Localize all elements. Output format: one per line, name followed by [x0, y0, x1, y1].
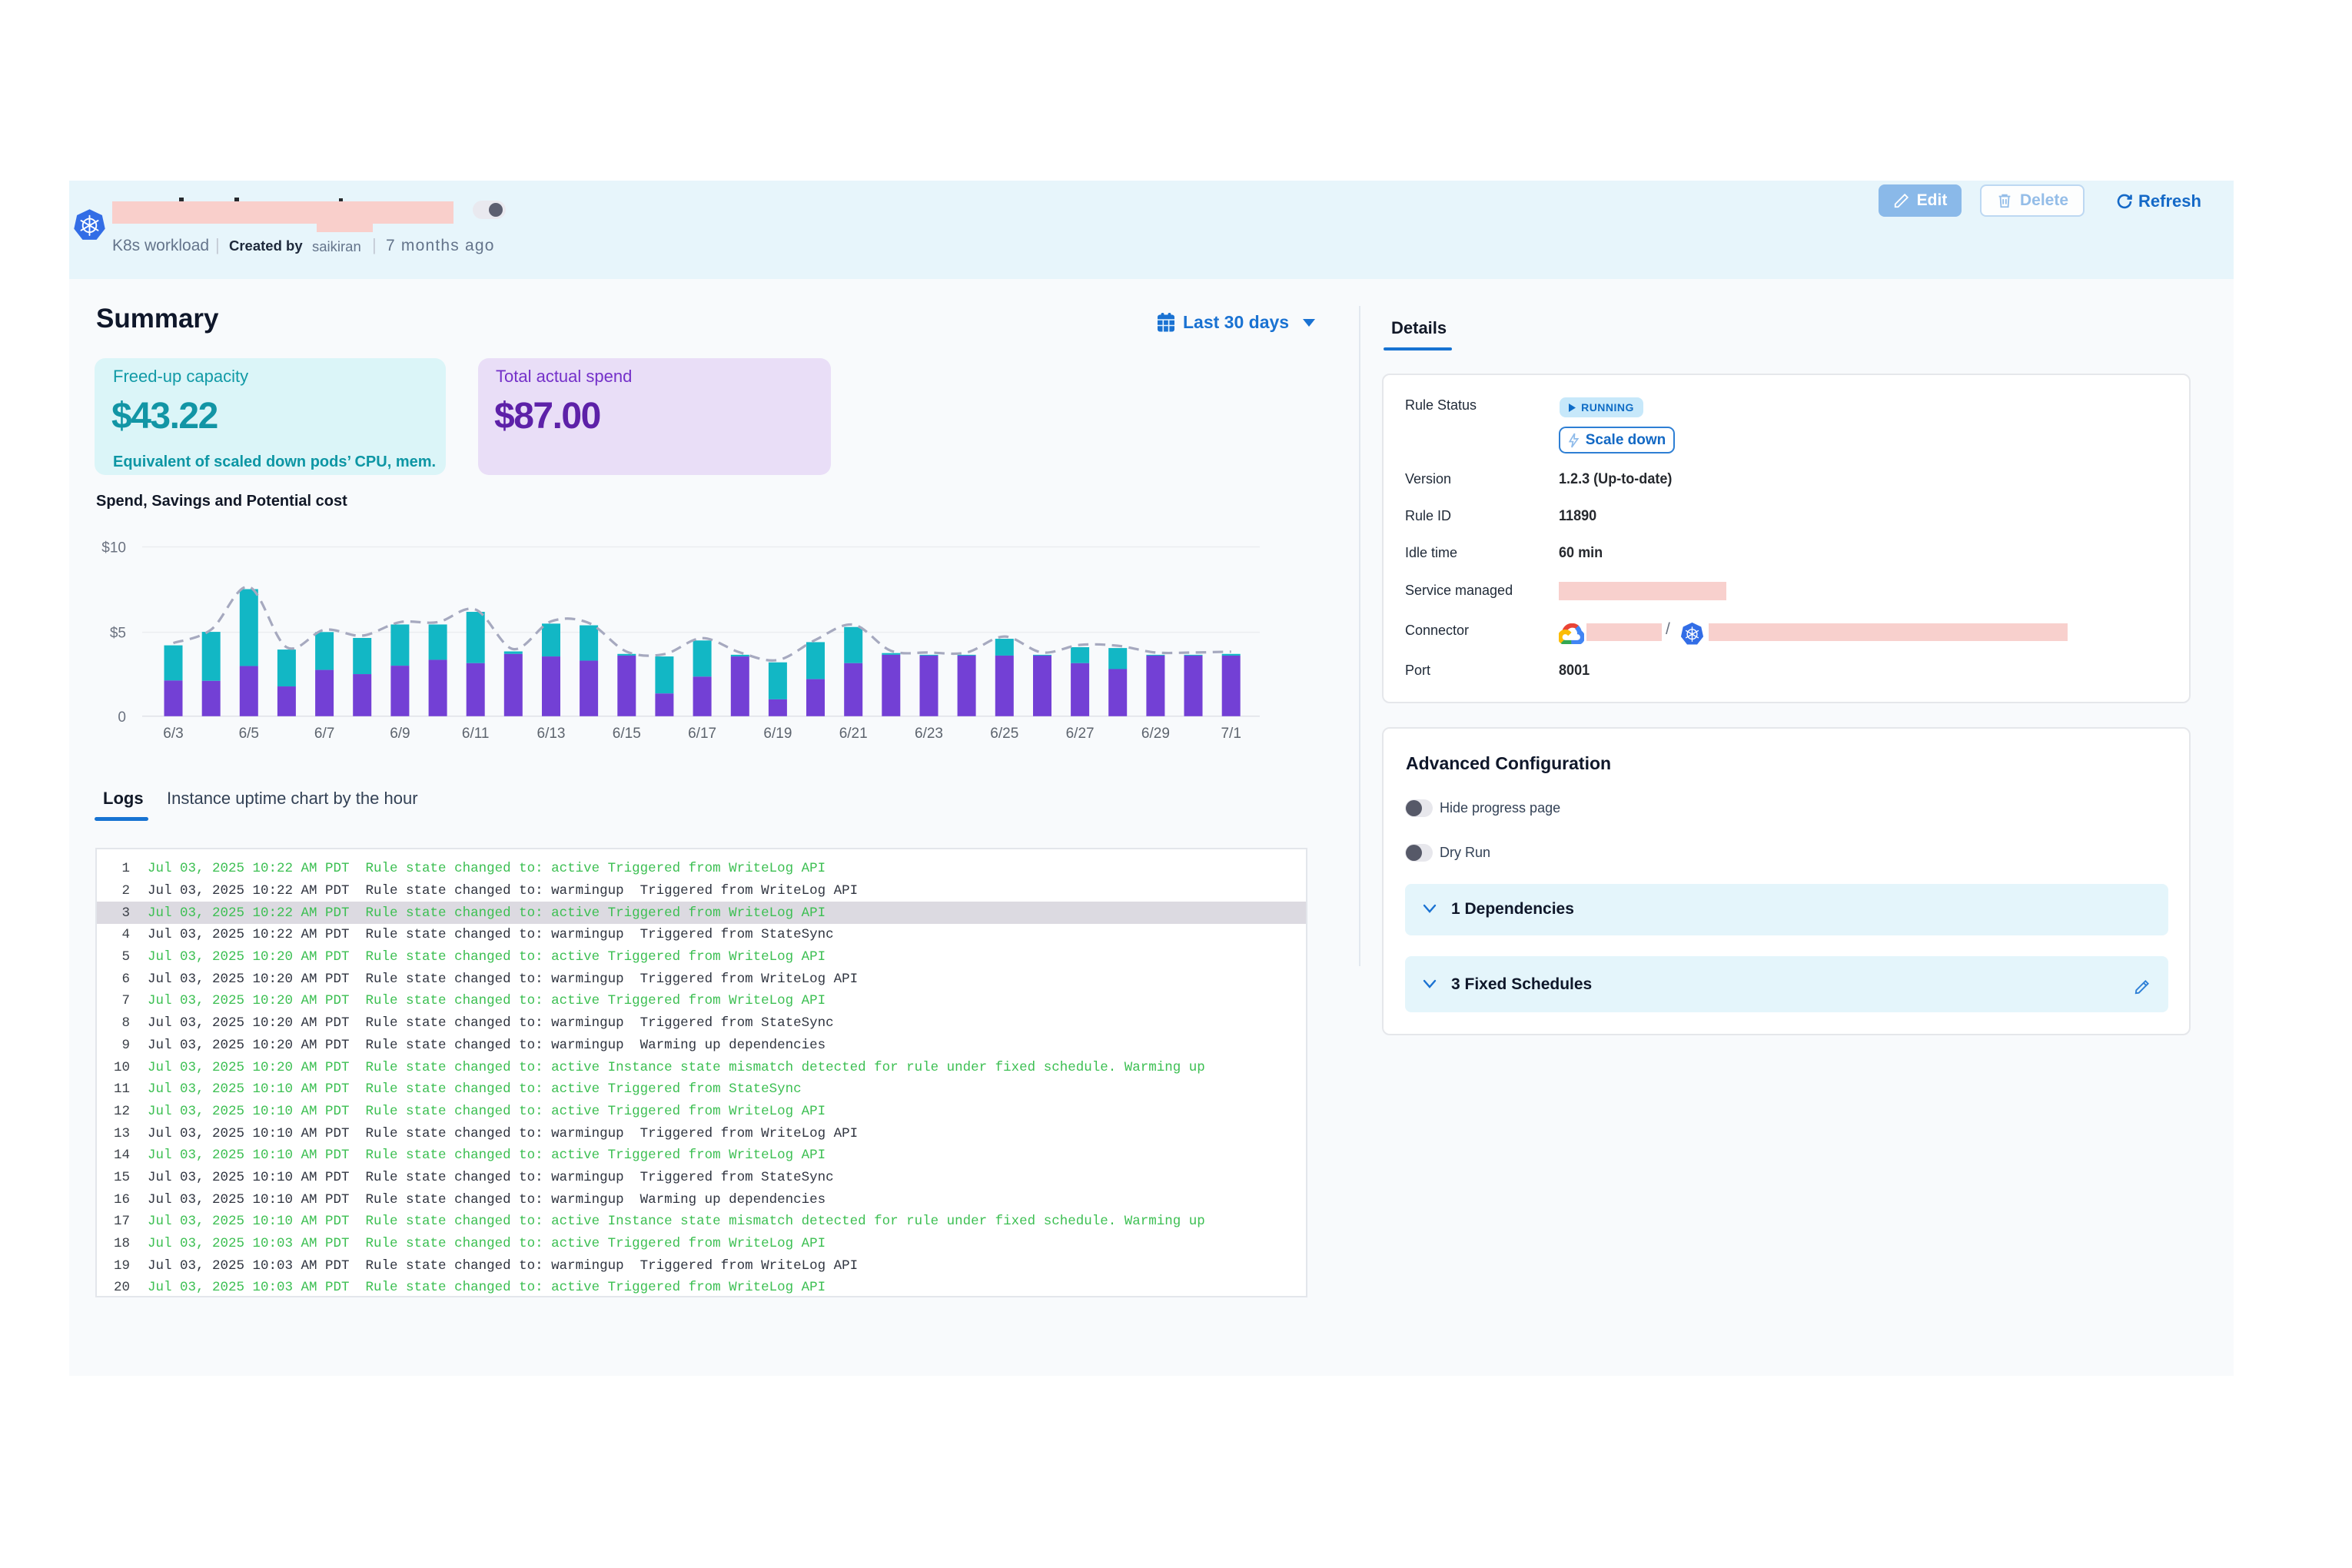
- svg-text:$5: $5: [110, 626, 126, 642]
- svg-text:6/3: 6/3: [163, 726, 183, 742]
- svg-text:6/19: 6/19: [763, 726, 792, 742]
- svg-text:6/29: 6/29: [1141, 726, 1170, 742]
- svg-text:6/7: 6/7: [314, 726, 334, 742]
- svg-text:6/11: 6/11: [462, 726, 490, 742]
- svg-text:0: 0: [118, 709, 126, 726]
- svg-text:6/23: 6/23: [915, 726, 943, 742]
- svg-text:6/27: 6/27: [1066, 726, 1095, 742]
- svg-text:6/17: 6/17: [688, 726, 716, 742]
- svg-text:6/25: 6/25: [990, 726, 1018, 742]
- svg-text:7/1: 7/1: [1221, 726, 1241, 742]
- svg-text:6/15: 6/15: [613, 726, 641, 742]
- svg-text:$10: $10: [101, 540, 126, 556]
- svg-text:6/9: 6/9: [390, 726, 410, 742]
- svg-text:6/21: 6/21: [839, 726, 868, 742]
- svg-text:6/13: 6/13: [537, 726, 566, 742]
- svg-text:6/5: 6/5: [239, 726, 259, 742]
